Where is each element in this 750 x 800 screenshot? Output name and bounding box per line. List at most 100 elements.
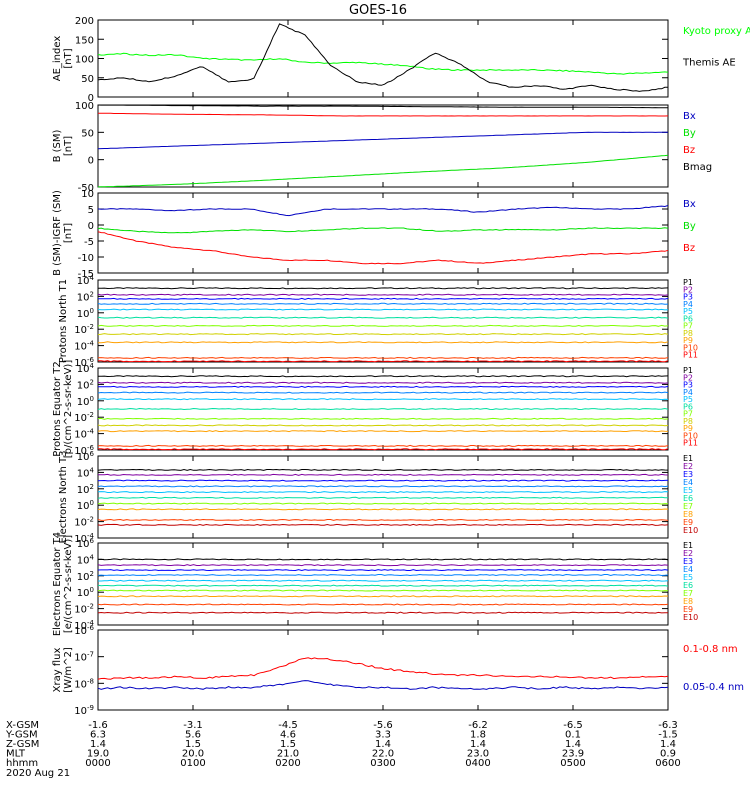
y-axis-label: B (SM)-IGRF (SM)[nT] [52,190,74,276]
series-line-bmag [97,104,668,109]
series-line-p3 [97,385,669,388]
footer-value: 5.6 [185,730,201,741]
footer-value: -6.3 [658,720,678,731]
footer-value: 0100 [180,758,205,769]
series-line-p3 [97,297,669,300]
y-tick-label: 100 [75,55,94,66]
footer-value: -3.1 [183,720,203,731]
footer-value: -4.5 [278,720,298,731]
y-tick-label: 10-7 [74,651,94,664]
y-tick-label: 102 [77,290,94,303]
y-tick-label: -10 [78,253,94,264]
panel-bsm: -50 0 50 100 B (SM)[nT] Bx By Bz Bmag [52,101,712,194]
legend-bx: Bx [683,199,696,210]
y-tick-label: 5 [88,205,94,216]
y-tick-label: 0 [88,93,94,104]
series-line-p1 [97,287,669,290]
footer-value: -6.2 [468,720,488,731]
y-tick-label: 106 [77,450,95,463]
y-tick-label: 104 [77,274,95,287]
series-line-by [97,154,669,188]
legend-e3: E3 [683,557,693,566]
y-tick-label: -15 [78,269,94,280]
legend-p3: P3 [683,381,693,390]
series-line-e3 [97,479,669,482]
footer-value: 1.4 [470,739,486,750]
series-line-bx [97,131,668,150]
series-line-p7 [97,417,669,420]
legend-p6: P6 [683,402,693,411]
legend-by: By [683,128,696,139]
legend-p1: P1 [683,366,693,375]
legend-e8: E8 [683,597,693,606]
footer-value: 0.1 [565,730,581,741]
footer-value: 21.0 [277,749,299,760]
series-line-by [97,227,669,234]
legend-p6: P6 [683,314,693,323]
y-tick-label: 102 [77,570,94,583]
series-line-p2 [97,381,669,384]
legend-bmag: Bmag [683,162,712,173]
series-line-p8 [97,333,669,336]
y-axis-label: B (SM)[nT] [52,129,74,162]
footer-value: 0600 [655,758,680,769]
legend-e10: E10 [683,613,698,622]
footer-row-label: X-GSM [6,720,39,731]
y-tick-label: 200 [75,16,94,27]
series-line-p4 [97,302,669,305]
legend-bx: Bx [683,111,696,122]
y-axis-label: Xray flux[W/m^2] [52,647,74,693]
y-tick-label: 10-2 [74,603,94,616]
y-tick-label: 50 [81,128,94,139]
series-line-e5 [98,579,669,582]
footer-row-label: Y-GSM [5,730,38,741]
y-axis-label: AE_index[nT] [52,36,74,82]
legend-e6: E6 [683,581,693,590]
y-tick-label: 100 [77,307,94,320]
legend-p11: P11 [683,439,698,448]
legend-p10: P10 [683,343,698,352]
footer-value: 19.0 [87,749,109,760]
legend-p7: P7 [683,322,693,331]
y-tick-label: 102 [77,378,94,391]
legend-0-1-0-8-nm: 0.1-0.8 nm [683,644,738,655]
legend-e4: E4 [683,565,693,574]
footer-value: 1.4 [375,739,391,750]
series-line-bz [97,112,669,117]
footer-value: 1.4 [565,739,581,750]
footer-value: -1.6 [88,720,108,731]
series-line-p10 [97,444,669,447]
footer-value: -6.5 [563,720,583,731]
series-line-e6 [97,584,669,587]
footer-value: 0500 [560,758,585,769]
series-line-e5 [97,491,669,494]
legend-e6: E6 [683,494,693,503]
legend-e7: E7 [683,502,693,511]
series-line-e10 [97,611,669,614]
y-tick-label: 10-6 [74,356,94,369]
footer-value: 22.0 [372,749,394,760]
series-line-p7 [97,324,669,327]
series-line-e8 [97,508,669,511]
y-tick-label: 10-4 [74,340,94,353]
legend-e9: E9 [683,518,693,527]
y-tick-label: 104 [77,553,95,566]
series-line-p9 [97,430,669,433]
legend-bz: Bz [683,145,695,156]
series-line-e2 [98,473,669,476]
footer-row-label: MLT [6,749,26,760]
series-line-bx [97,205,669,217]
panel-bigrf: -15 -10 -5 0 5 10 B (SM)-IGRF (SM)[nT] Bx By Bz [52,189,696,280]
series-line-p5 [97,308,669,311]
legend-p7: P7 [683,410,693,419]
legend-p2: P2 [683,285,693,294]
footer-value: 4.6 [280,730,296,741]
footer-value: 1.8 [470,730,486,741]
series-line-p8 [97,424,669,427]
series-line-kyoto-proxy-ae [97,52,669,75]
series-line-e2 [97,564,669,567]
footer-value: 0.9 [660,749,676,760]
